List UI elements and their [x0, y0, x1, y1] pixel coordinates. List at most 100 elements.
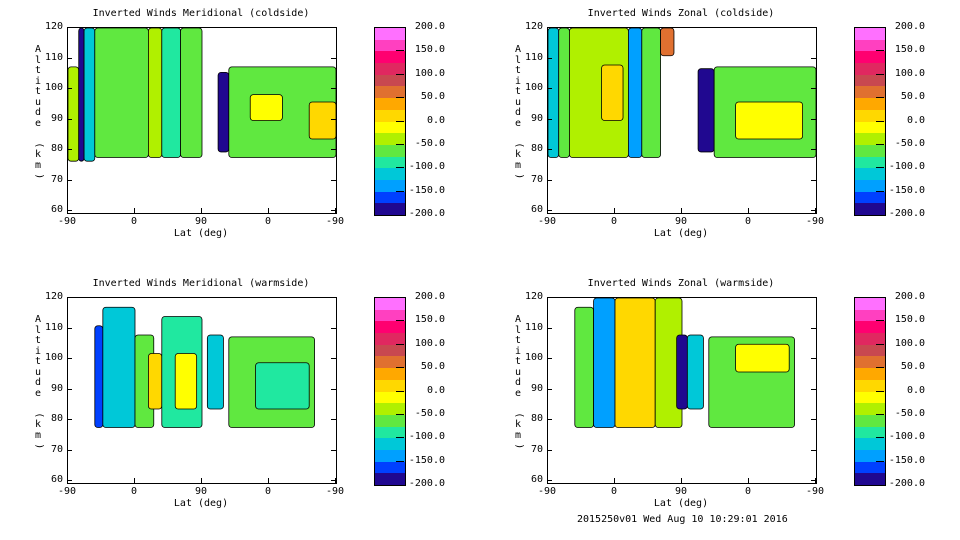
contour-field [68, 28, 336, 162]
y-axis-label-char: A [514, 44, 522, 55]
colorbar-band [855, 321, 885, 334]
y-axis-label-char: e [34, 387, 42, 399]
x-tick [547, 478, 548, 483]
y-axis-label-char: ) [33, 443, 45, 450]
y-tick-right [811, 118, 816, 120]
y-tick-label: 70 [530, 173, 543, 185]
y-tick [67, 210, 72, 212]
y-tick-label: 90 [530, 382, 543, 394]
colorbar-band [855, 74, 885, 87]
colorbar-tick [396, 320, 404, 322]
contour-region [308, 101, 336, 140]
contour-region [148, 28, 163, 158]
contour-region [574, 306, 594, 428]
y-tick [67, 449, 72, 451]
y-tick-right [331, 57, 336, 59]
y-tick-label: 90 [50, 382, 63, 394]
x-tick-label: -90 [805, 486, 825, 497]
y-axis-label-char: u [34, 96, 42, 108]
contour-region [148, 353, 163, 410]
colorbar-label: 100.0 [414, 67, 445, 79]
y-axis-label-char: t [514, 86, 522, 97]
colorbar-tick [876, 320, 884, 322]
contour-region [676, 334, 688, 410]
y-tick-right [331, 179, 336, 181]
contour-region [174, 353, 198, 410]
y-tick-right [811, 480, 816, 482]
y-tick [67, 419, 72, 421]
plot-area [67, 27, 337, 214]
y-axis-label-char: t [514, 356, 522, 367]
y-axis-label-char: l [34, 324, 42, 336]
x-tick-label: -90 [537, 216, 557, 227]
colorbar-band [855, 51, 885, 64]
colorbar-label: 200.0 [894, 291, 925, 302]
colorbar-band [855, 156, 885, 169]
y-axis-label-char: d [514, 107, 522, 118]
colorbar-band [855, 144, 885, 157]
contour-region [601, 64, 624, 121]
x-tick-label: 90 [194, 486, 208, 497]
colorbar-band [375, 403, 405, 415]
x-tick [268, 478, 269, 483]
y-tick [547, 327, 552, 329]
y-tick [547, 358, 552, 360]
y-tick [547, 419, 552, 421]
contour-region [628, 28, 643, 158]
x-tick [134, 478, 135, 483]
y-tick [67, 149, 72, 151]
contour-region [206, 334, 224, 410]
x-tick [335, 208, 336, 213]
y-axis-label-char: A [34, 314, 42, 325]
colorbar-band [375, 379, 405, 392]
colorbar-tick [396, 143, 404, 145]
colorbar-band [375, 344, 405, 357]
x-tick [201, 478, 202, 483]
colorbar-band [855, 179, 885, 192]
y-tick-right [331, 388, 336, 390]
colorbar-label: -50.0 [414, 407, 445, 419]
y-axis-label-char: m [34, 159, 42, 171]
colorbar-label: -50.0 [894, 407, 925, 419]
colorbar-label: 50.0 [900, 91, 925, 103]
colorbar-band [375, 109, 405, 122]
colorbar-band [375, 473, 405, 485]
colorbar-tick [396, 120, 404, 122]
colorbar-label: 0.0 [426, 384, 445, 396]
colorbar-label: 50.0 [420, 361, 445, 373]
colorbar-label: 150.0 [414, 44, 445, 56]
y-tick-right [811, 388, 816, 390]
contour-field [548, 28, 816, 158]
colorbar-band [855, 368, 885, 380]
colorbar-label: -150.0 [888, 184, 925, 196]
y-tick-label: 60 [530, 474, 543, 486]
y-axis-label-char: t [34, 65, 42, 76]
y-axis-label-char: t [34, 86, 42, 97]
colorbar-band [855, 168, 885, 180]
x-tick [681, 478, 682, 483]
y-tick-right [331, 297, 336, 298]
x-tick-label: 0 [610, 486, 618, 497]
colorbar-band [855, 121, 885, 134]
colorbar-tick [396, 460, 404, 462]
colorbar-band [855, 28, 885, 40]
y-tick-right [331, 419, 336, 421]
y-tick [67, 27, 72, 28]
y-tick-right [811, 57, 816, 59]
y-tick [67, 480, 72, 482]
y-axis-label-char: t [514, 335, 522, 346]
y-tick-right [811, 449, 816, 451]
colorbar-label: -200.0 [888, 478, 925, 489]
colorbar-band [375, 144, 405, 157]
y-tick [547, 27, 552, 28]
colorbar-label: -200.0 [888, 208, 925, 219]
y-axis-label-char: ) [513, 443, 525, 450]
plot-area [67, 297, 337, 484]
colorbar-tick [396, 367, 404, 369]
y-axis-label-char: k [34, 149, 42, 160]
colorbar-label: 200.0 [414, 21, 445, 32]
y-tick-right [331, 149, 336, 151]
y-axis-label-char: l [514, 54, 522, 66]
